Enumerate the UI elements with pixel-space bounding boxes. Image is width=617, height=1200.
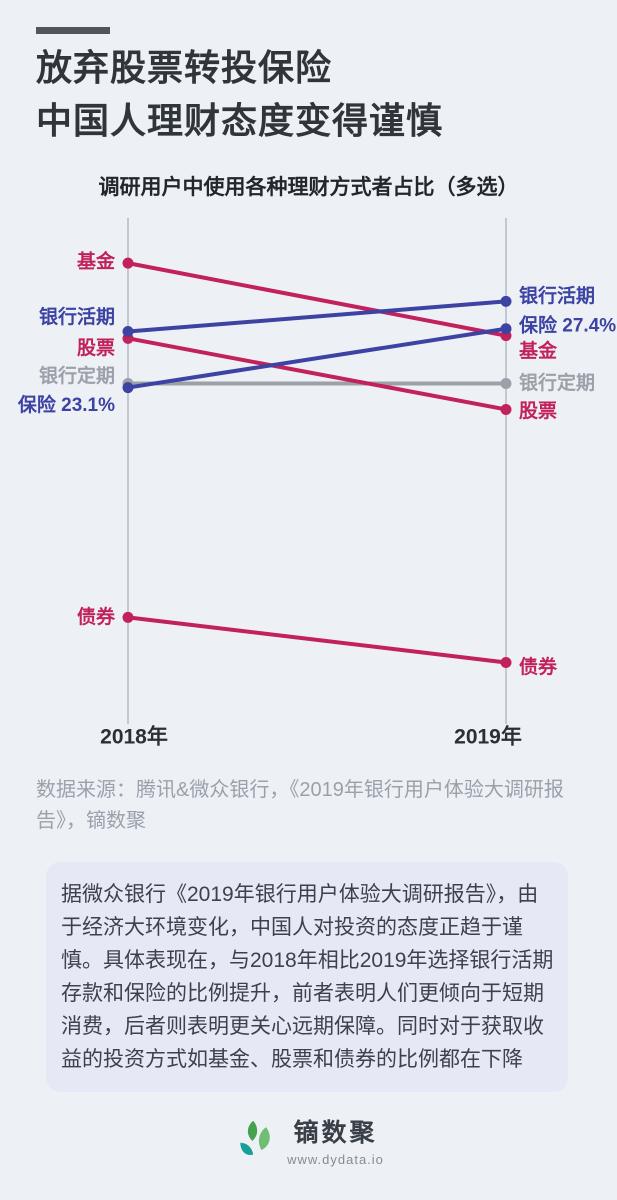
year-label-2019: 2019年 bbox=[454, 725, 522, 749]
dot-bonds-2018 bbox=[122, 611, 134, 623]
series-line-demand-deposit bbox=[127, 299, 507, 334]
label-insurance-right: 保险 27.4% bbox=[518, 313, 616, 336]
series-line-fund bbox=[127, 261, 507, 338]
dot-time-deposit-2019 bbox=[500, 377, 512, 389]
label-demand-deposit-right: 银行活期 bbox=[519, 284, 595, 307]
leaf-bottom-icon bbox=[240, 1142, 254, 1156]
label-fund-left: 基金 bbox=[76, 250, 116, 273]
chart-subtitle: 调研用户中使用各种理财方式者占比（多选） bbox=[98, 176, 519, 199]
label-bonds-right: 债券 bbox=[519, 655, 558, 678]
year-label-2018: 2018年 bbox=[100, 725, 168, 749]
source-note: 数据来源：腾讯&微众银行，《2019年银行用户体验大调研报告》，镝数聚 bbox=[36, 779, 564, 832]
leaf-right-icon bbox=[258, 1127, 270, 1151]
dot-insurance-2019 bbox=[500, 323, 512, 335]
label-insurance-left: 保险 23.1% bbox=[17, 393, 115, 416]
series-line-stocks bbox=[127, 336, 507, 412]
summary-box: 据微众银行《2019年银行用户体验大调研报告》，由于经济大环境变化，中国人对投资… bbox=[46, 862, 568, 1092]
label-fund-right: 基金 bbox=[518, 339, 558, 362]
dot-insurance-2018 bbox=[122, 382, 134, 394]
label-time-deposit-left: 银行定期 bbox=[39, 364, 115, 387]
label-demand-deposit-left: 银行活期 bbox=[39, 305, 115, 328]
logo-text-block: 镝数聚 www.dydata.io bbox=[287, 1113, 384, 1167]
series-line-insurance bbox=[127, 326, 507, 390]
series-line-bonds bbox=[127, 615, 507, 665]
title-accent-bar bbox=[36, 27, 110, 34]
logo-url: www.dydata.io bbox=[287, 1152, 384, 1167]
logo-name: 镝数聚 bbox=[293, 1119, 378, 1147]
dot-stocks-2019 bbox=[500, 403, 512, 415]
page-title: 放弃股票转投保险 中国人理财态度变得谨慎 bbox=[36, 41, 596, 147]
leaf-top-icon bbox=[247, 1120, 258, 1141]
dot-fund-2018 bbox=[122, 257, 134, 269]
label-stocks-right: 股票 bbox=[519, 400, 557, 422]
page-title-line-1: 放弃股票转投保险 bbox=[36, 47, 333, 88]
label-stocks-left: 股票 bbox=[77, 337, 115, 359]
dot-bonds-2019 bbox=[500, 656, 512, 668]
footer-logo: 镝数聚 www.dydata.io bbox=[0, 1113, 617, 1167]
label-bonds-left: 债券 bbox=[77, 605, 116, 628]
page-title-line-2: 中国人理财态度变得谨慎 bbox=[36, 100, 444, 141]
summary-text: 据微众银行《2019年银行用户体验大调研报告》，由于经济大环境变化，中国人对投资… bbox=[61, 883, 554, 1071]
dydata-logo-icon bbox=[240, 1120, 270, 1156]
dot-demand-deposit-2019 bbox=[500, 295, 512, 307]
dot-demand-deposit-2018 bbox=[122, 326, 134, 338]
label-time-deposit-right: 银行定期 bbox=[519, 371, 595, 394]
